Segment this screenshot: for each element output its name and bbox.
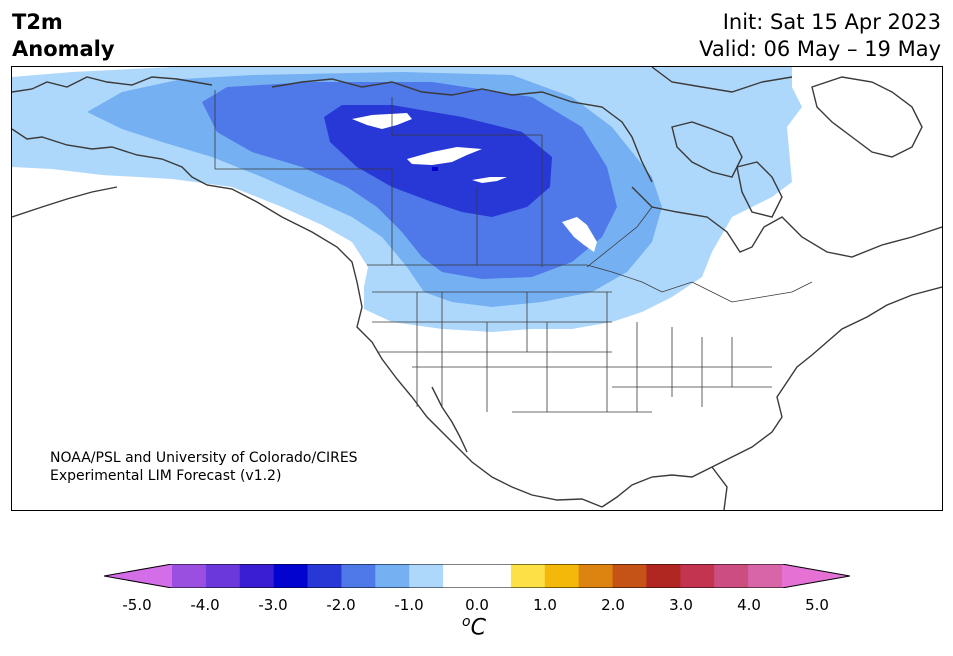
colorbar-tick-label: 2.0 <box>601 596 625 614</box>
colorbar-tick-label: 1.0 <box>533 596 557 614</box>
colorbar-tick-label: -1.0 <box>394 596 424 614</box>
colorbar-segment <box>172 564 207 588</box>
map-canvas <box>12 67 942 510</box>
colorbar-segment <box>748 564 783 588</box>
colorbar-ticks: -5.0 -4.0 -3.0 -2.0 -1.0 0.0 1.0 2.0 3.0 4.0 5.0 <box>0 596 953 616</box>
colorbar-tick-label: 0.0 <box>465 596 489 614</box>
colorbar-segment <box>782 564 850 588</box>
colorbar <box>104 564 850 588</box>
colorbar-unit: oC <box>462 614 486 640</box>
colorbar-segment <box>307 564 342 588</box>
colorbar-tick-label: -2.0 <box>326 596 356 614</box>
init-date: Init: Sat 15 Apr 2023 <box>722 10 941 34</box>
colorbar-segment <box>273 564 309 588</box>
credit-line-2: Experimental LIM Forecast (v1.2) <box>50 468 282 484</box>
lake-winnipeg <box>562 217 597 252</box>
colorbar-segment <box>443 564 478 588</box>
coastlines <box>12 67 942 510</box>
credit-line-1: NOAA/PSL and University of Colorado/CIRE… <box>50 450 358 466</box>
colorbar-tick-label: -4.0 <box>190 596 220 614</box>
title-line-1: T2m <box>12 10 63 34</box>
anomaly-map: NOAA/PSL and University of Colorado/CIRE… <box>11 66 943 511</box>
colorbar-segment <box>612 564 647 588</box>
colorbar-tick-label: -3.0 <box>258 596 288 614</box>
colorbar-tick-label: -5.0 <box>122 596 152 614</box>
great-slave-lake <box>407 147 482 165</box>
anomaly-contour-level-5 <box>432 167 438 171</box>
colorbar-tick-label: 3.0 <box>669 596 693 614</box>
colorbar-segment <box>375 564 410 588</box>
valid-range: Valid: 06 May – 19 May <box>699 37 941 61</box>
colorbar-segment <box>409 564 444 588</box>
forecast-dates: Init: Sat 15 Apr 2023 Valid: 06 May – 19… <box>699 9 941 63</box>
colorbar-segment <box>646 564 681 588</box>
colorbar-segment <box>680 564 715 588</box>
colorbar-segment <box>510 564 546 588</box>
map-credit: NOAA/PSL and University of Colorado/CIRE… <box>50 449 358 485</box>
unit-degree-symbol: o <box>462 614 471 630</box>
great-bear-lake <box>352 113 412 129</box>
colorbar-segment <box>341 564 376 588</box>
colorbar-tick-label: 5.0 <box>805 596 829 614</box>
colorbar-segment <box>544 564 580 588</box>
colorbar-segment <box>714 564 749 588</box>
title-line-2: Anomaly <box>12 37 115 61</box>
colorbar-segment <box>477 564 512 588</box>
unit-letter: C <box>470 615 486 641</box>
map-title: T2m Anomaly <box>12 9 115 63</box>
colorbar-tick-label: 4.0 <box>737 596 761 614</box>
colorbar-segment <box>104 564 172 588</box>
colorbar-segment <box>578 564 614 588</box>
colorbar-segment <box>239 564 275 588</box>
lake-athabasca <box>472 177 507 183</box>
political-boundaries <box>214 90 813 413</box>
colorbar-segment <box>205 564 241 588</box>
